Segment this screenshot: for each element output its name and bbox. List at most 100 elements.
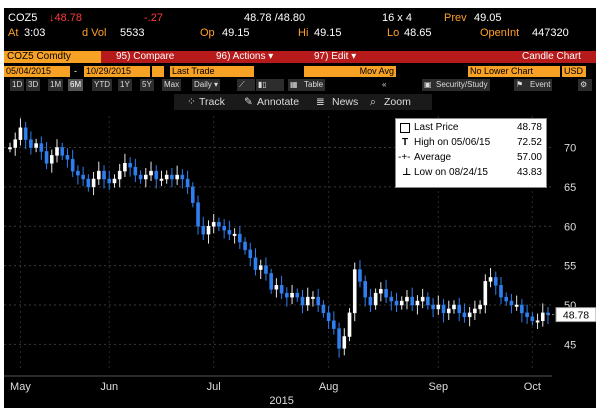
candle-body — [91, 178, 96, 188]
chart-title: Candle Chart — [522, 51, 581, 62]
event-button[interactable]: Event — [528, 79, 553, 91]
low-value: 48.65 — [404, 27, 432, 39]
legend-last-price-label: Last Price — [414, 122, 459, 133]
zoom-button[interactable]: Zoom — [384, 96, 411, 108]
candle-body — [499, 285, 503, 298]
security-field[interactable]: COZ5 Comdty — [4, 51, 101, 63]
period-3d[interactable]: 3D — [26, 79, 41, 91]
candle-body — [159, 178, 164, 181]
candle-body — [222, 226, 226, 231]
candle-body — [415, 300, 420, 306]
candle-body — [535, 320, 540, 323]
security-study-button[interactable]: Security/Study — [434, 79, 490, 91]
time-label: At — [8, 27, 19, 39]
line-chart-icon[interactable]: ⟋ — [237, 79, 255, 91]
bid-ask: 48.78 /48.80 — [244, 12, 306, 24]
candle-body — [520, 304, 524, 314]
legend-low-label: Low on 08/24/15 — [414, 167, 488, 178]
frequency-selector[interactable]: Daily ▾ — [192, 79, 221, 91]
event-flag-icon[interactable]: ⚑ — [514, 79, 528, 91]
track-button[interactable]: Track — [199, 96, 225, 108]
news-button[interactable]: News — [332, 96, 359, 108]
zoom-icon: ⌕ — [370, 96, 376, 108]
candle-body — [279, 285, 284, 294]
candle-body — [133, 166, 138, 176]
candle-body — [363, 281, 367, 298]
candle-body — [253, 257, 258, 270]
period-max[interactable]: Max — [162, 79, 182, 91]
candle-body — [274, 285, 279, 290]
legend: Last Price 48.78 T High on 05/06/15 72.5… — [395, 118, 547, 188]
legend-last-price-value: 48.78 — [516, 122, 542, 133]
open-label: Op — [200, 27, 215, 39]
compare-menu[interactable]: 95) Compare — [116, 51, 175, 62]
candle-body — [467, 312, 472, 318]
candle-body — [473, 308, 477, 314]
openint-label: OpenInt — [480, 27, 520, 39]
collapse-button[interactable]: « — [382, 80, 387, 89]
candle-body — [18, 127, 23, 140]
candle-body — [436, 304, 441, 310]
candle-body — [311, 296, 315, 299]
lock-icon[interactable]: ▣ — [422, 79, 436, 91]
table-button[interactable]: Table — [302, 79, 326, 91]
candle-body — [478, 304, 482, 310]
candle-body — [300, 296, 305, 306]
annotate-button[interactable]: Annotate — [257, 96, 300, 108]
candle-type-icon[interactable]: ▮▯ — [256, 79, 284, 91]
candle-body — [399, 300, 404, 306]
edit-menu[interactable]: 97) Edit ▾ — [314, 51, 357, 62]
x-tick-label: Aug — [319, 381, 339, 393]
legend-last-price: Last Price 48.78 — [396, 121, 546, 134]
terminal-window: COZ5 ↓48.78 -.27 48.78 /48.80 16 x 4 Pre… — [4, 8, 596, 408]
period-ytd[interactable]: YTD — [92, 79, 112, 91]
high-label: Hi — [298, 27, 309, 39]
candles — [8, 118, 556, 358]
period-5y[interactable]: 5Y — [140, 79, 154, 91]
last-price-swatch-icon — [400, 123, 410, 133]
low-label: Lo — [387, 27, 400, 39]
period-1d[interactable]: 1D — [10, 79, 25, 91]
candle-body — [138, 174, 143, 180]
candle-body — [368, 296, 373, 306]
annotate-icon: ✎ — [244, 96, 253, 108]
candle-body — [462, 312, 467, 318]
candle-body — [452, 304, 456, 310]
candle-body — [405, 296, 409, 302]
candle-body — [196, 202, 200, 227]
candle-body — [123, 163, 127, 172]
currency-selector[interactable]: USD — [562, 66, 586, 77]
period-6m[interactable]: 6M — [68, 79, 84, 91]
candle-body — [55, 147, 59, 156]
quote-row: COZ5 ↓48.78 -.27 48.78 /48.80 16 x 4 Pre… — [4, 12, 596, 25]
last-price: ↓48.78 — [49, 12, 83, 24]
y-tick-label: 60 — [564, 221, 576, 233]
study-selector[interactable]: Mov Avg — [304, 66, 396, 77]
time-value: 3:03 — [24, 27, 46, 39]
start-date-field[interactable]: 05/04/2015 — [4, 66, 70, 77]
table-icon[interactable]: ▦ — [288, 79, 304, 91]
calendar-icon[interactable] — [152, 66, 164, 77]
candle-body — [514, 304, 519, 307]
candle-body — [358, 269, 362, 282]
y-tick-label: 70 — [564, 143, 576, 155]
candle-body — [107, 178, 112, 184]
candle-body — [170, 174, 174, 180]
candle-body — [431, 304, 435, 310]
period-1y[interactable]: 1Y — [118, 79, 132, 91]
settings-gear-icon[interactable]: ⚙ — [578, 79, 592, 91]
x-tick-label: Sep — [429, 381, 449, 393]
period-1m[interactable]: 1M — [48, 79, 64, 91]
candle-body — [217, 222, 221, 227]
high-value: 49.15 — [314, 27, 342, 39]
candle-body — [117, 170, 122, 180]
field-selector[interactable]: Last Trade — [170, 66, 254, 77]
date-separator: - — [74, 66, 77, 76]
average-line-icon: -+- — [398, 152, 411, 163]
end-date-field[interactable]: 10/29/2015 — [84, 66, 150, 77]
lower-chart-selector[interactable]: No Lower Chart — [468, 66, 560, 77]
ticker: COZ5 — [8, 12, 38, 24]
candle-body — [285, 292, 289, 298]
actions-menu[interactable]: 96) Actions ▾ — [216, 51, 274, 62]
